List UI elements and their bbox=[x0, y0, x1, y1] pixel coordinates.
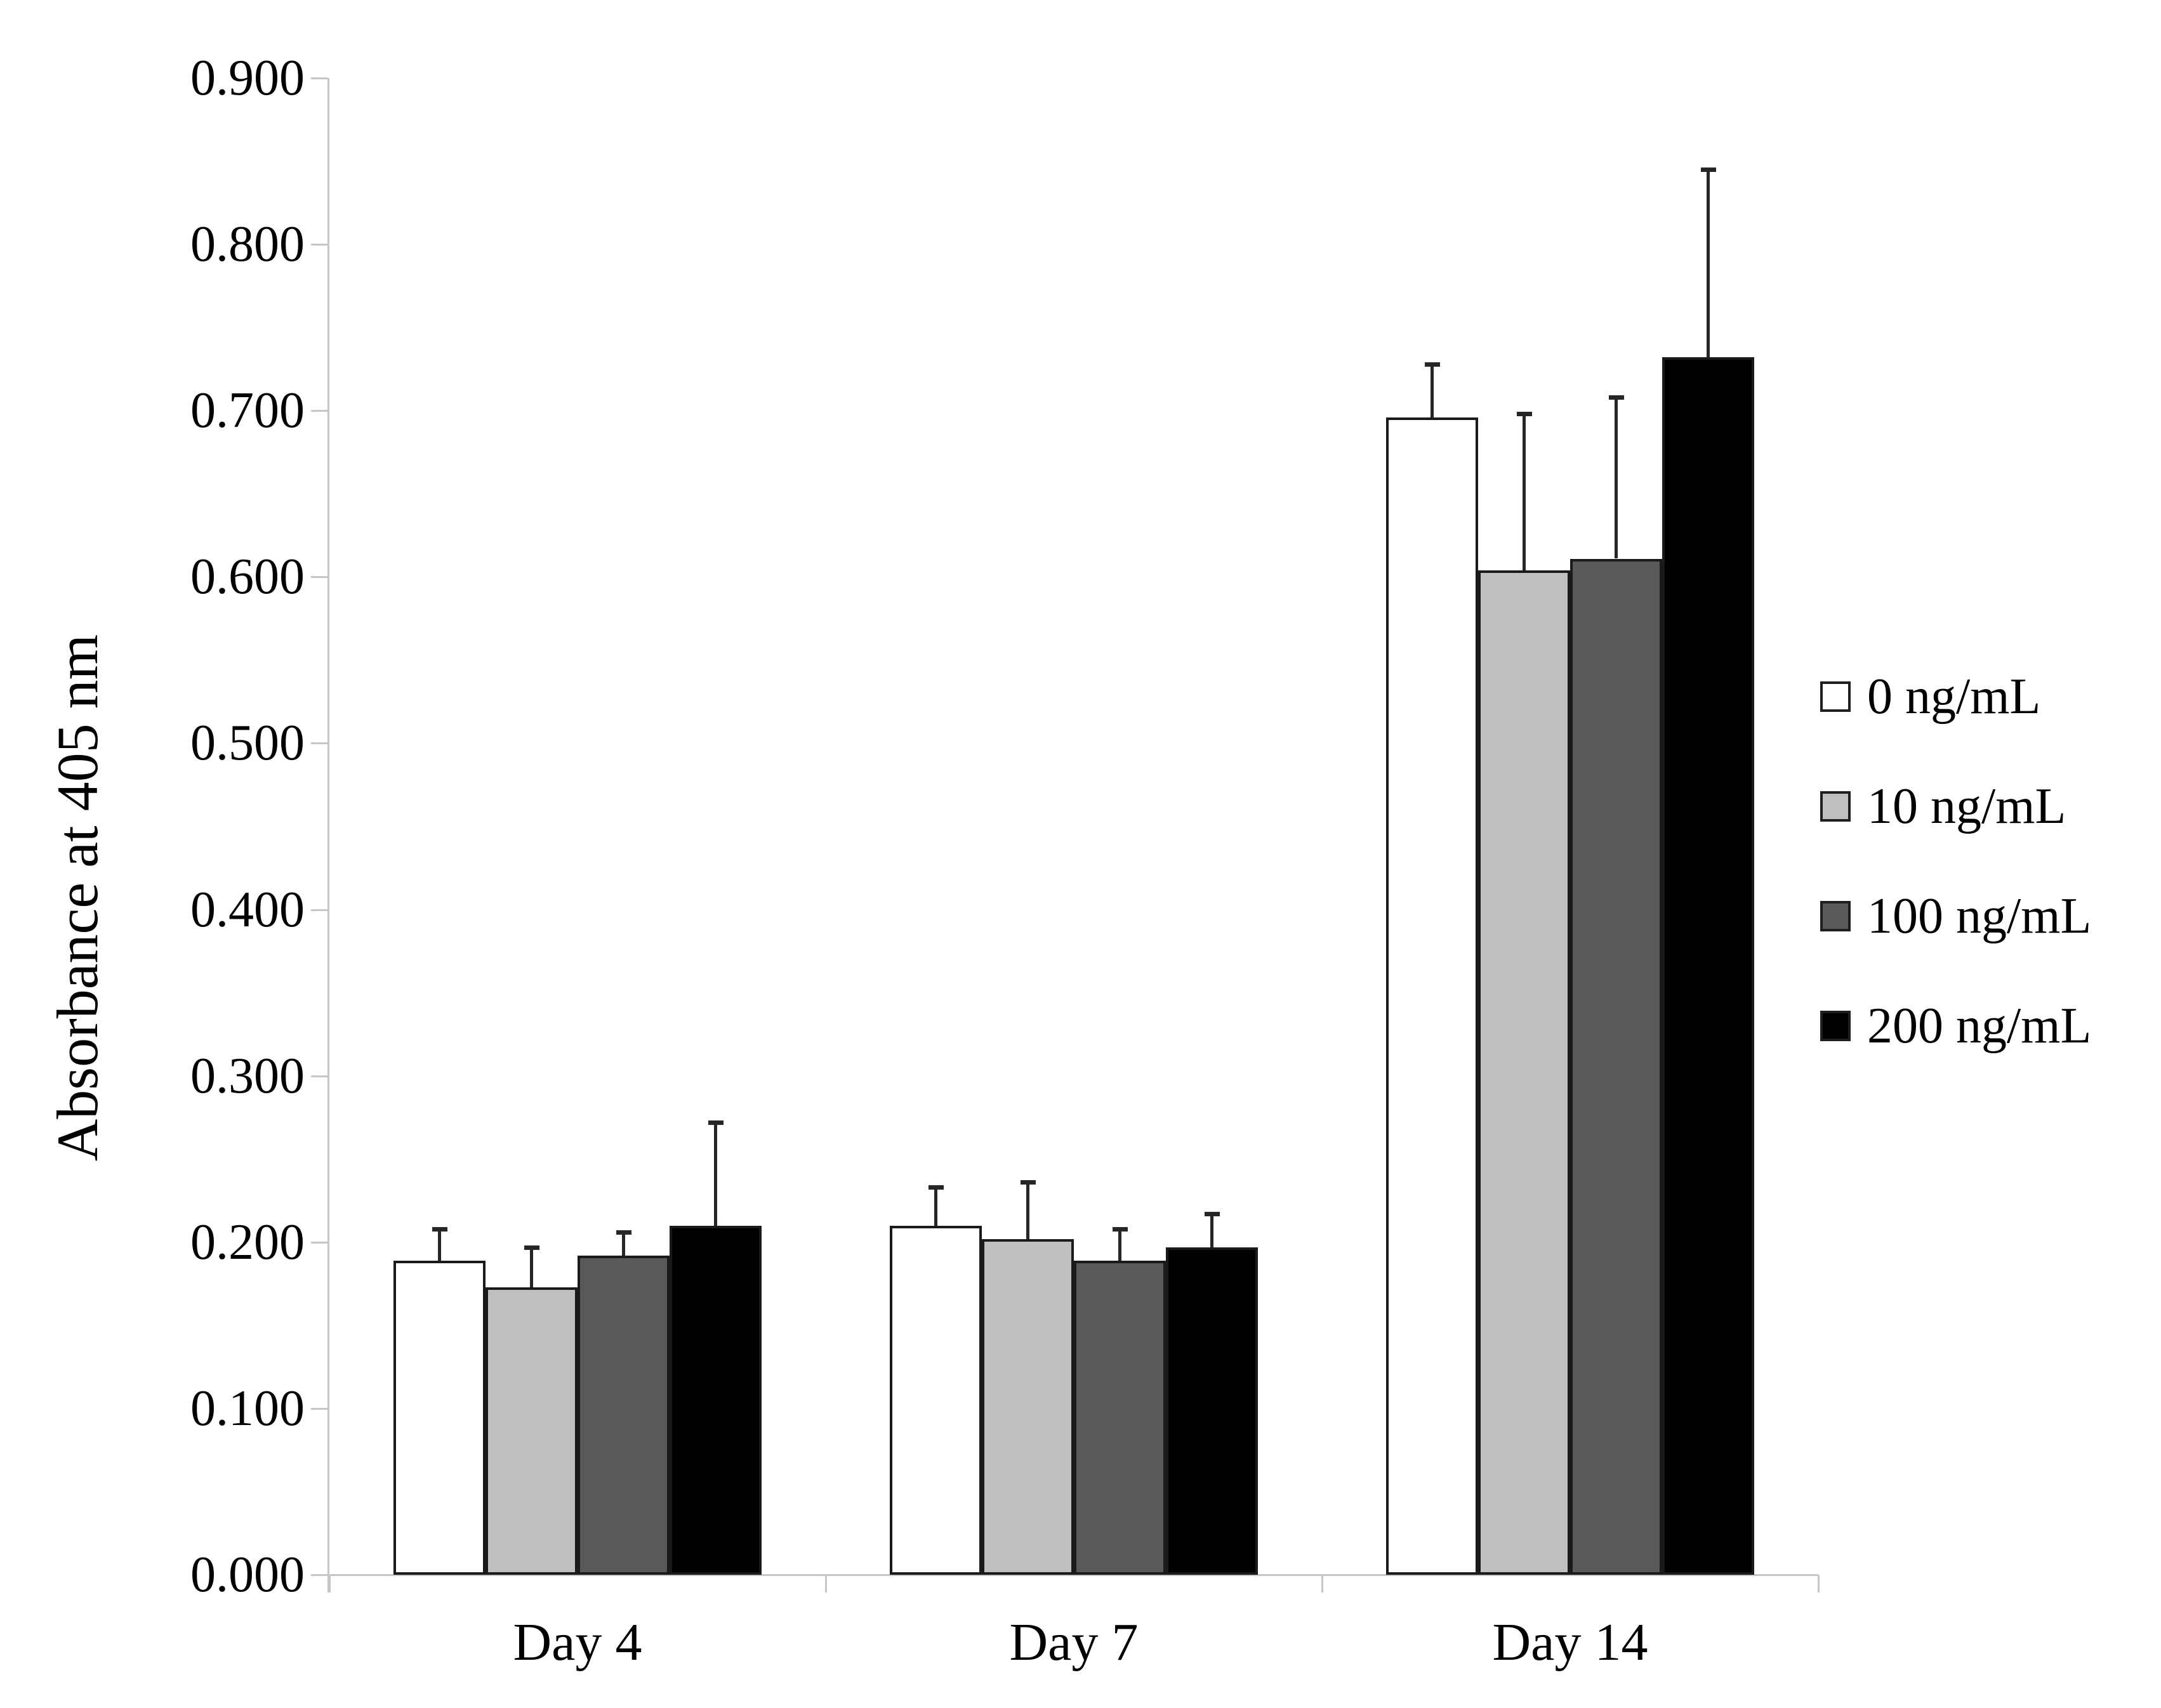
legend-label: 10 ng/mL bbox=[1867, 778, 2066, 834]
bar-day7-100ngml bbox=[1074, 1260, 1166, 1575]
error-bar-cap-day7-0ngml bbox=[928, 1185, 944, 1190]
y-tick-label: 0.000 bbox=[190, 1547, 305, 1603]
y-axis-title: Absorbance at 405 nm bbox=[45, 634, 110, 1162]
bar-day7-200ngml bbox=[1166, 1247, 1258, 1575]
legend-swatch bbox=[1820, 901, 1851, 931]
x-tick bbox=[1818, 1575, 1820, 1593]
y-tick bbox=[311, 77, 327, 79]
legend-label: 0 ng/mL bbox=[1867, 669, 2041, 725]
legend-item: 0 ng/mL bbox=[1820, 669, 2040, 725]
legend-item: 100 ng/mL bbox=[1820, 888, 2091, 944]
y-tick-label: 0.800 bbox=[190, 216, 305, 273]
y-tick-label: 0.400 bbox=[190, 881, 305, 938]
category-label: Day 7 bbox=[1009, 1613, 1139, 1672]
y-tick bbox=[311, 1075, 327, 1077]
error-bar-day7-200ngml bbox=[1210, 1214, 1213, 1247]
error-bar-cap-day14-200ngml bbox=[1700, 168, 1716, 173]
y-tick bbox=[311, 1407, 327, 1410]
legend-swatch bbox=[1820, 1011, 1851, 1041]
bar-day14-0ngml bbox=[1386, 417, 1478, 1575]
error-bar-day4-0ngml bbox=[438, 1228, 441, 1261]
bar-day4-200ngml bbox=[670, 1225, 762, 1575]
bar-day14-200ngml bbox=[1662, 357, 1754, 1575]
y-tick bbox=[311, 244, 327, 246]
error-bar-day4-10ngml bbox=[530, 1247, 533, 1287]
y-tick bbox=[311, 1574, 327, 1576]
y-tick-label: 0.300 bbox=[190, 1048, 305, 1104]
y-tick bbox=[311, 742, 327, 745]
y-tick-label: 0.600 bbox=[190, 549, 305, 605]
error-bar-day14-0ngml bbox=[1431, 364, 1434, 417]
bar-day14-10ngml bbox=[1478, 570, 1570, 1575]
error-bar-cap-day4-0ngml bbox=[432, 1226, 447, 1232]
y-tick-label: 0.100 bbox=[190, 1380, 305, 1436]
bar-day4-0ngml bbox=[393, 1260, 486, 1575]
legend-swatch bbox=[1820, 681, 1851, 712]
x-tick bbox=[825, 1575, 827, 1593]
y-tick bbox=[311, 576, 327, 579]
error-bar-cap-day14-100ngml bbox=[1608, 395, 1624, 400]
category-label: Day 4 bbox=[513, 1613, 642, 1672]
y-tick bbox=[311, 410, 327, 412]
bar-day7-10ngml bbox=[982, 1238, 1074, 1575]
legend-item: 200 ng/mL bbox=[1820, 998, 2091, 1054]
error-bar-day14-200ngml bbox=[1707, 169, 1710, 358]
error-bar-day7-0ngml bbox=[934, 1187, 937, 1226]
error-bar-cap-day14-0ngml bbox=[1424, 362, 1440, 367]
y-axis-line bbox=[327, 78, 329, 1593]
bar-day7-0ngml bbox=[890, 1225, 982, 1575]
error-bar-day4-200ngml bbox=[714, 1122, 717, 1226]
error-bar-day7-100ngml bbox=[1118, 1228, 1121, 1261]
legend-item: 10 ng/mL bbox=[1820, 778, 2066, 834]
error-bar-cap-day14-10ngml bbox=[1516, 412, 1532, 417]
error-bar-day4-100ngml bbox=[622, 1232, 625, 1256]
x-axis-line bbox=[329, 1574, 1818, 1576]
error-bar-day14-100ngml bbox=[1615, 397, 1618, 559]
y-tick-label: 0.700 bbox=[190, 383, 305, 439]
error-bar-cap-day7-100ngml bbox=[1112, 1226, 1128, 1232]
error-bar-cap-day7-10ngml bbox=[1020, 1180, 1036, 1185]
category-label: Day 14 bbox=[1492, 1613, 1648, 1672]
y-tick-label: 0.900 bbox=[190, 50, 305, 106]
x-tick bbox=[1321, 1575, 1323, 1593]
error-bar-cap-day7-200ngml bbox=[1204, 1212, 1220, 1217]
error-bar-cap-day4-100ngml bbox=[616, 1230, 631, 1235]
y-tick bbox=[311, 909, 327, 911]
legend-label: 100 ng/mL bbox=[1867, 888, 2092, 944]
error-bar-day7-10ngml bbox=[1026, 1182, 1029, 1239]
legend-swatch bbox=[1820, 791, 1851, 822]
y-tick-label: 0.200 bbox=[190, 1214, 305, 1270]
error-bar-day14-10ngml bbox=[1523, 414, 1526, 570]
error-bar-cap-day4-200ngml bbox=[708, 1120, 724, 1126]
x-tick bbox=[329, 1575, 331, 1593]
y-tick-label: 0.500 bbox=[190, 715, 305, 772]
bar-day14-100ngml bbox=[1570, 558, 1662, 1575]
bar-day4-100ngml bbox=[578, 1255, 670, 1575]
error-bar-cap-day4-10ngml bbox=[524, 1245, 539, 1250]
legend-label: 200 ng/mL bbox=[1867, 998, 2092, 1054]
y-tick bbox=[311, 1241, 327, 1244]
bar-day4-10ngml bbox=[486, 1287, 578, 1575]
